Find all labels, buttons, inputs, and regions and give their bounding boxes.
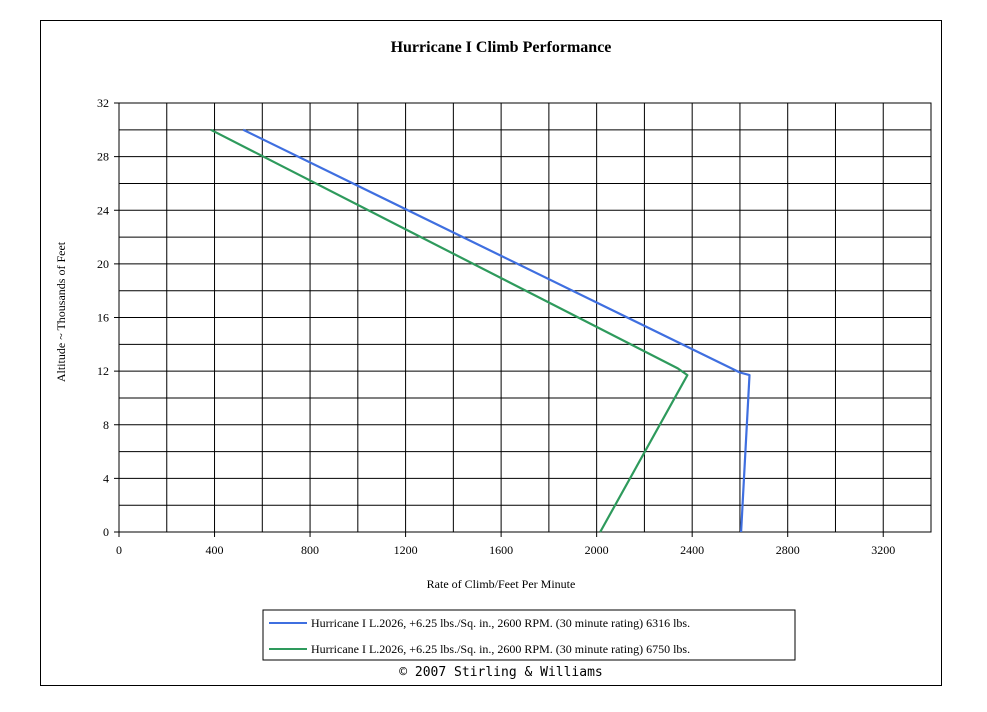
y-tick-label: 32 bbox=[97, 96, 109, 110]
y-tick-label: 20 bbox=[97, 257, 109, 271]
chart-frame: Hurricane I Climb Performance 0 400 800 120… bbox=[40, 20, 942, 686]
y-tick-label: 16 bbox=[97, 311, 109, 325]
x-tick-label: 2800 bbox=[776, 543, 800, 557]
legend-entry-2: Hurricane I L.2026, +6.25 lbs./Sq. in., … bbox=[311, 642, 690, 656]
chart-canvas: Hurricane I Climb Performance 0 400 800 120… bbox=[54, 39, 932, 680]
y-tick-label: 4 bbox=[103, 471, 109, 485]
y-tick-label: 24 bbox=[97, 203, 109, 217]
copyright-notice: © 2007 Stirling & Williams bbox=[399, 665, 603, 680]
x-tick-label: 1200 bbox=[394, 543, 418, 557]
legend-entry-1: Hurricane I L.2026, +6.25 lbs./Sq. in., … bbox=[311, 616, 690, 630]
x-tick-label: 2000 bbox=[585, 543, 609, 557]
x-axis-label: Rate of Climb/Feet Per Minute bbox=[427, 577, 576, 591]
y-tick-label: 0 bbox=[103, 525, 109, 539]
series-line-1 bbox=[242, 128, 751, 533]
x-tick-labels: 0 400 800 1200 1600 2000 2400 2800 3200 bbox=[116, 543, 895, 557]
x-tick-label: 2400 bbox=[680, 543, 704, 557]
x-tick-label: 1600 bbox=[489, 543, 513, 557]
series-line-2 bbox=[210, 128, 689, 533]
x-tick-label: 800 bbox=[301, 543, 319, 557]
legend-box bbox=[262, 609, 796, 661]
x-tick-label: 3200 bbox=[871, 543, 895, 557]
x-tick-label: 0 bbox=[116, 543, 122, 557]
legend: Hurricane I L.2026, +6.25 lbs./Sq. in., … bbox=[262, 609, 796, 661]
y-tick-label: 8 bbox=[103, 418, 109, 432]
y-axis-label: Altitude ~ Thousands of Feet bbox=[54, 241, 68, 382]
series-layer bbox=[210, 128, 751, 533]
y-tick-label: 12 bbox=[97, 364, 109, 378]
x-tick-label: 400 bbox=[206, 543, 224, 557]
y-tick-label: 28 bbox=[97, 150, 109, 164]
grid bbox=[114, 102, 932, 537]
y-tick-labels: 0 4 8 12 16 20 24 28 32 bbox=[97, 96, 109, 539]
chart-title: Hurricane I Climb Performance bbox=[391, 39, 612, 56]
